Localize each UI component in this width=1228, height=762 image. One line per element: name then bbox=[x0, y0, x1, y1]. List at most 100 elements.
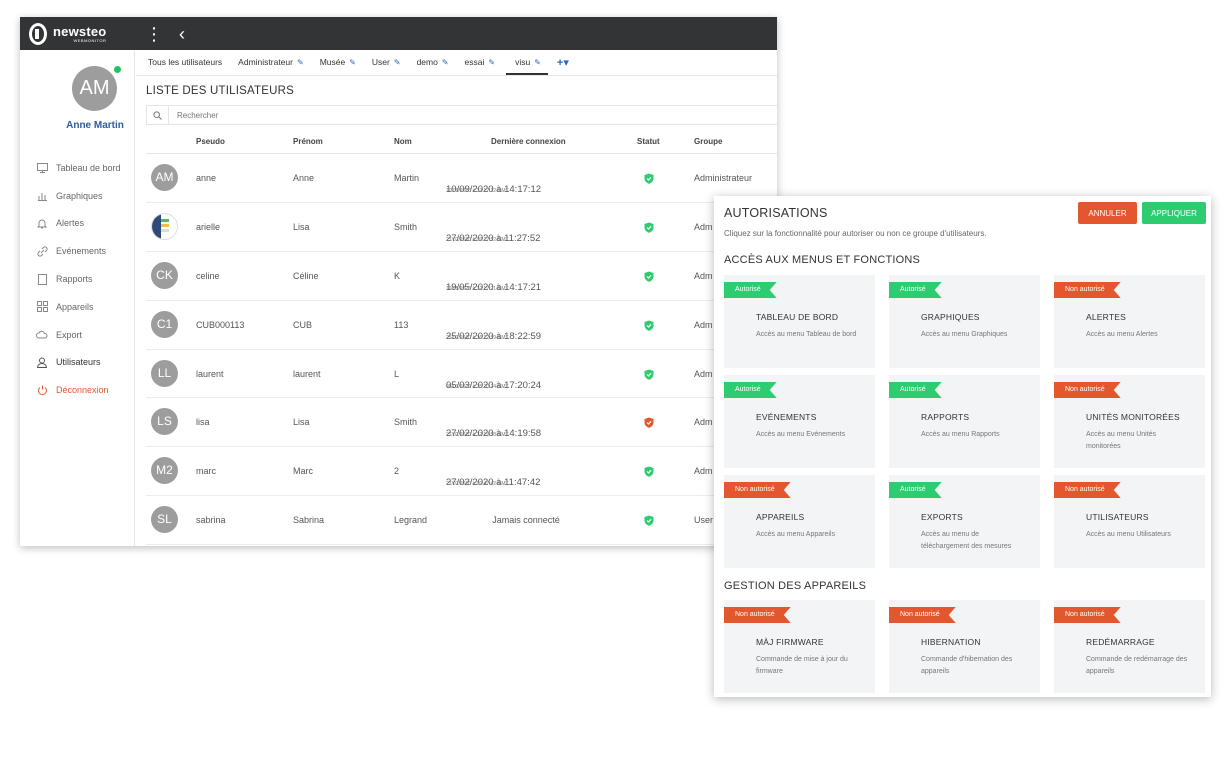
sidebar-item-dashboard[interactable]: Tableau de bord bbox=[36, 154, 121, 182]
group-cell: Adm bbox=[694, 319, 713, 330]
permission-card[interactable]: Non autorisé ALERTES Accès au menu Alertes bbox=[1054, 275, 1205, 368]
table-row[interactable]: C1 CUB000113 CUB 113 25/02/2020 à 18:22:59 25… bbox=[146, 301, 777, 350]
logo-name: newsteo bbox=[53, 23, 107, 39]
edit-pencil-icon[interactable]: ✎ bbox=[441, 57, 449, 67]
sidebar-item-devices[interactable]: Appareils bbox=[36, 293, 121, 321]
avatar[interactable]: SL bbox=[151, 506, 178, 534]
tab-musee[interactable]: Musée ✎ bbox=[319, 57, 356, 67]
avatar[interactable] bbox=[151, 212, 178, 240]
avatar[interactable]: LL bbox=[151, 359, 178, 387]
tab-administrateur[interactable]: Administrateur ✎ bbox=[238, 57, 304, 67]
permission-title: MÀJ FIRMWARE bbox=[756, 637, 824, 647]
permission-card[interactable]: Non autorisé MÀJ FIRMWARE Commande de mise… bbox=[724, 600, 875, 693]
avatar[interactable]: AM bbox=[151, 164, 178, 191]
edit-pencil-icon[interactable]: ✎ bbox=[296, 57, 304, 67]
page-title: LISTE DES UTILISATEURS bbox=[146, 85, 294, 97]
permission-title: ALERTES bbox=[1086, 312, 1126, 322]
logo-subtitle: WEBMONITOR bbox=[73, 37, 107, 43]
first-name-cell: Céline bbox=[293, 270, 319, 281]
first-name-cell: Anne bbox=[293, 173, 315, 183]
sidebar-item-label: Alertes bbox=[56, 218, 85, 229]
apply-button[interactable]: APPLIQUER bbox=[1142, 202, 1206, 224]
column-header-nom[interactable]: Nom bbox=[394, 137, 412, 146]
column-header-prenom[interactable]: Prénom bbox=[293, 137, 323, 146]
column-header-group[interactable]: Groupe bbox=[694, 137, 723, 146]
sidebar-item-reports[interactable]: Rapports bbox=[36, 265, 121, 293]
sidebar-item-events[interactable]: Evénements bbox=[36, 237, 121, 265]
table-row[interactable]: M2 marc Marc 2 27/02/2020 à 11:47:42 27/02/20… bbox=[146, 447, 777, 497]
permission-description: Accès au menu Evénements bbox=[756, 431, 846, 438]
tab-demo[interactable]: demo ✎ bbox=[416, 57, 449, 67]
permission-card[interactable]: Non autorisé HIBERNATION Commande d'hibern… bbox=[889, 600, 1040, 693]
edit-pencil-icon[interactable]: ✎ bbox=[393, 57, 401, 67]
last-name-cell: K bbox=[394, 270, 401, 281]
avatar[interactable]: AM bbox=[72, 66, 117, 111]
pseudo-cell: lisa bbox=[196, 417, 210, 428]
sidebar-item-charts[interactable]: Graphiques bbox=[36, 182, 121, 210]
table-row[interactable]: LL laurent laurent L 05/03/2020 à 17:20:24 05… bbox=[146, 350, 777, 399]
table-row[interactable]: CK celine Céline K 19/05/2020 à 14:17:21 19/0… bbox=[146, 252, 777, 301]
back-chevron-icon[interactable]: ‹ bbox=[179, 23, 185, 44]
permission-status-ribbon: Autorisé bbox=[889, 282, 942, 298]
group-cell: Administrateur bbox=[694, 173, 753, 183]
table-row[interactable]: LS lisa Lisa Smith 27/02/2020 à 14:19:58 27/0… bbox=[146, 398, 777, 448]
tab-essai[interactable]: essai ✎ bbox=[464, 57, 496, 67]
sidebar-item-export[interactable]: Export bbox=[36, 321, 121, 349]
column-header-last-connection[interactable]: Dernière connexion bbox=[491, 137, 566, 146]
permission-card[interactable]: Non autorisé UTILISATEURS Accès au menu Ut… bbox=[1054, 475, 1205, 568]
add-group-icon[interactable]: +▾ bbox=[556, 57, 569, 69]
main-content: Tous les utilisateurs Administrateur ✎ Mu… bbox=[136, 50, 777, 546]
permission-card[interactable]: Autorisé EVÉNEMENTS Accès au menu Evénemen… bbox=[724, 375, 875, 468]
shield-check-icon bbox=[644, 173, 654, 184]
pseudo-cell: celine bbox=[196, 270, 220, 281]
sidebar-item-logout[interactable]: Déconnexion bbox=[36, 376, 121, 404]
sidebar-item-label: Graphiques bbox=[56, 190, 103, 201]
permission-card[interactable]: Autorisé EXPORTS Accès au menu de téléchar… bbox=[889, 475, 1040, 568]
sidebar-item-label: Utilisateurs bbox=[56, 357, 101, 368]
avatar[interactable]: M2 bbox=[151, 457, 178, 485]
search-bar bbox=[146, 105, 777, 125]
group-cell: Adm bbox=[694, 368, 713, 379]
column-header-pseudo[interactable]: Pseudo bbox=[196, 137, 225, 146]
sidebar-item-users[interactable]: Utilisateurs bbox=[36, 349, 121, 377]
permission-title: TABLEAU DE BORD bbox=[756, 312, 839, 322]
permission-card[interactable]: Non autorisé APPAREILS Accès au menu Appar… bbox=[724, 475, 875, 568]
last-name-cell: Legrand bbox=[394, 515, 428, 526]
tab-all-users[interactable]: Tous les utilisateurs bbox=[148, 57, 223, 67]
table-row[interactable]: SL sabrina Sabrina Legrand Jamais connecté Us… bbox=[146, 496, 777, 546]
table-row[interactable]: AM anne Anne Martin 10/09/2020 à 14:17:12 10/… bbox=[146, 154, 777, 203]
shield-check-icon bbox=[644, 417, 654, 429]
tab-visu[interactable]: visu ✎ bbox=[506, 57, 548, 75]
permission-card[interactable]: Autorisé TABLEAU DE BORD Accès au menu Tab… bbox=[724, 275, 875, 368]
permission-card[interactable]: Autorisé RAPPORTS Accès au menu Rapports bbox=[889, 375, 1040, 468]
permission-card[interactable]: Autorisé GRAPHIQUES Accès au menu Graphiqu… bbox=[889, 275, 1040, 368]
online-status-dot bbox=[114, 66, 121, 73]
first-name-cell: CUB bbox=[293, 319, 313, 330]
edit-pencil-icon[interactable]: ✎ bbox=[349, 57, 356, 67]
avatar[interactable]: C1 bbox=[151, 310, 178, 338]
avatar[interactable]: CK bbox=[151, 261, 178, 289]
pseudo-cell: sabrina bbox=[196, 515, 226, 526]
column-header-status[interactable]: Statut bbox=[637, 137, 660, 146]
search-input[interactable] bbox=[169, 110, 729, 120]
first-name-cell: Marc bbox=[293, 466, 313, 477]
last-name-cell: Smith bbox=[394, 417, 418, 428]
bell-icon bbox=[36, 217, 48, 229]
grid-icon bbox=[36, 301, 48, 313]
table-row[interactable]: arielle Lisa Smith 27/02/2020 à 11:27:52 27/… bbox=[146, 203, 777, 252]
edit-pencil-icon[interactable]: ✎ bbox=[488, 57, 496, 67]
edit-pencil-icon[interactable]: ✎ bbox=[534, 57, 541, 67]
user-name[interactable]: Anne Martin bbox=[66, 120, 124, 131]
sidebar-item-alerts[interactable]: Alertes bbox=[36, 210, 121, 238]
avatar[interactable]: LS bbox=[151, 408, 178, 436]
cancel-button[interactable]: ANNULER bbox=[1078, 202, 1137, 224]
kebab-menu-icon[interactable]: ⋮ bbox=[145, 23, 163, 44]
permission-title: HIBERNATION bbox=[921, 637, 981, 647]
permission-card[interactable]: Non autorisé REDÉMARRAGE Commande de redém… bbox=[1054, 600, 1205, 693]
group-cell: User bbox=[694, 515, 714, 526]
permission-description: Accès au menu Unités monitorées bbox=[1086, 431, 1157, 450]
permission-card[interactable]: Non autorisé UNITÉS MONITORÉES Accès au me… bbox=[1054, 375, 1205, 468]
logo[interactable]: newsteo WEBMONITOR bbox=[20, 22, 142, 45]
section-title-menus: ACCÈS AUX MENUS ET FONCTIONS bbox=[724, 254, 921, 266]
tab-user[interactable]: User ✎ bbox=[371, 57, 401, 67]
